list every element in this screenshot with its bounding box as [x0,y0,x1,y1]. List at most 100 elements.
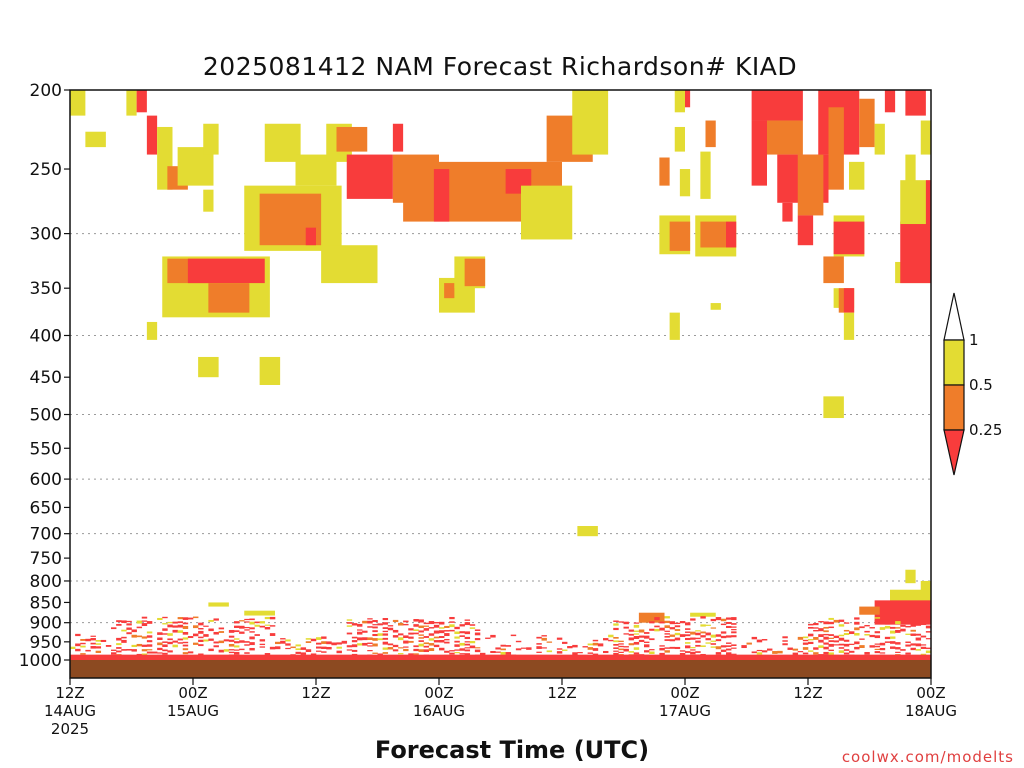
ri-lowcell-806 [920,646,927,649]
x-axis-label: Forecast Time (UTC) [375,736,649,764]
ri-cell-2 [126,90,137,116]
ri-lowcell-62 [141,653,148,656]
ri-lowcell-528 [654,625,660,628]
ri-lowcell-321 [408,636,414,639]
ri-lowcell-69 [146,651,153,654]
ri-lowcell-450 [556,648,563,650]
ri-lowcell-298 [387,625,394,627]
ri-lowcell-65 [146,635,153,638]
ri-cell-70 [823,256,844,284]
ri-lowcell-613 [720,635,727,639]
credit-text: coolwx.com/modelts [842,748,1014,766]
ri-lowcell-655 [797,651,804,653]
ri-lowcell-327 [413,629,419,632]
ri-lowcell-781 [900,649,906,651]
ri-lowcell-354 [428,638,435,641]
ri-lowcell-361 [433,640,440,643]
ri-lowcell-379 [449,621,455,623]
ri-lowcell-7 [80,645,86,648]
ri-lowcell-596 [705,642,711,644]
ri-lowcell-63 [146,621,153,624]
ri-lowcell-756 [879,642,886,646]
ri-lowcell-329 [413,645,419,648]
ri-lowcell-163 [234,649,240,651]
ri-lowcell-644 [772,651,778,654]
ri-lowcell-189 [259,625,266,628]
ri-lowcell-465 [592,642,599,646]
ri-lowcell-445 [541,637,547,641]
ri-lowcell-356 [428,648,435,652]
ri-lowcell-262 [362,630,368,633]
ri-lowcell-714 [843,629,850,632]
ri-lowcell-45 [126,648,132,651]
ri-cell-23 [259,356,281,385]
ri-lowcell-481 [613,647,619,650]
ri-lowcell-240 [341,640,348,644]
ri-lowcell-550 [669,639,676,642]
ri-lowcell-35 [121,620,127,623]
ri-lowcell-697 [828,640,834,643]
ri-lowcell-6 [80,642,86,645]
ri-lowcell-294 [382,647,389,650]
ri-lowcell-585 [695,651,701,653]
ri-lowcell-58 [141,623,148,627]
colorbar-orange [943,384,965,431]
ri-lowcell-89 [167,633,173,636]
ri-lowcell-617 [726,621,732,624]
ri-lowcell-282 [377,623,383,626]
ri-lowcell-692 [828,617,834,620]
ri-lowcell-549 [669,634,676,637]
ri-lowcell-160 [234,638,240,640]
ri-lowcell-2 [75,633,81,637]
ri-lowcell-569 [685,642,691,644]
ri-lowcell-106 [182,622,189,625]
ri-lowcell-506 [633,635,640,639]
ri-lowcell-337 [418,637,424,639]
xtick-label-0-3: 2025 [51,720,89,738]
ri-cell-43 [659,157,670,186]
xtick-label-48-1: 12Z [547,684,576,702]
ri-lowcell-202 [275,641,281,645]
ri-lowcell-92 [167,650,173,653]
ri-lowcell-591 [700,645,706,648]
ytick-label-400: 400 [30,326,62,346]
chart-title: 2025081412 NAM Forecast Richardson# KIAD [203,52,797,81]
ri-lowcell-578 [690,651,696,655]
ri-lowcell-471 [603,650,609,654]
ri-lowcell-140 [213,641,219,644]
ri-lowcell-153 [228,643,235,647]
ri-lowcell-398 [459,653,465,655]
ri-cell-4 [146,115,158,155]
ri-lowcell-577 [690,649,696,651]
ri-lowcell-50 [131,649,137,652]
ri-lowcell-507 [633,641,640,645]
ri-lowcell-766 [890,626,896,629]
ri-lowcell-17 [95,639,102,642]
ri-lowcell-48 [131,634,137,638]
ri-lowcell-595 [705,638,711,641]
ri-cell-63 [849,161,865,190]
ri-lowcell-199 [269,625,276,627]
ri-lowcell-188 [259,621,266,624]
ri-lowcell-94 [172,625,178,628]
ri-lowcell-26 [111,649,117,651]
ri-lowcell-112 [182,648,189,651]
ri-lowcell-165 [239,620,245,622]
ri-lowcell-102 [177,630,184,633]
ri-lowcell-164 [234,651,240,655]
ri-lowcell-83 [162,641,168,643]
ri-cell-19 [187,258,265,284]
ri-lowcell-516 [644,635,650,639]
ri-lowcell-488 [618,648,624,651]
ri-lowcell-603 [710,646,717,648]
ri-lowcell-60 [141,644,148,647]
ri-lowcell-716 [843,639,850,642]
ri-lowcell-66 [146,640,153,643]
ri-lowcell-589 [700,631,706,634]
xtick-label-60-2: 17AUG [659,702,711,720]
ri-cell-80 [577,526,598,537]
ri-lowcell-750 [874,643,881,645]
ri-lowcell-211 [295,644,301,647]
ri-lowcell-567 [685,634,691,637]
ri-lowcell-680 [818,645,824,648]
